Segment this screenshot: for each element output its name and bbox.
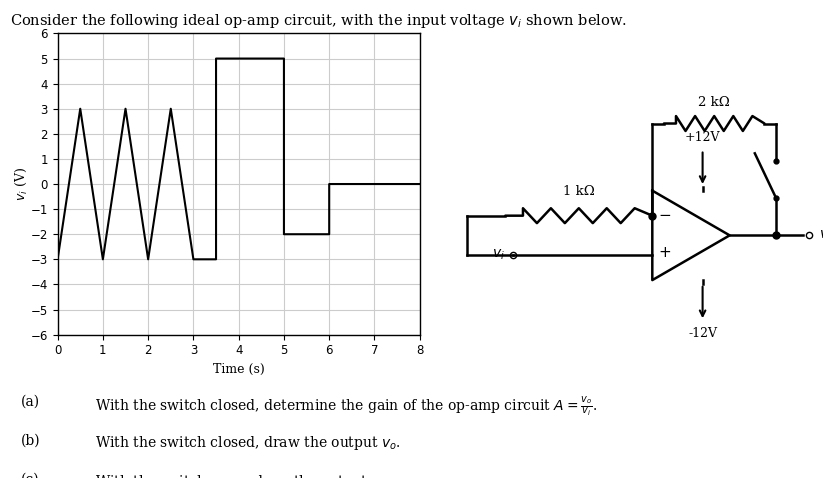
Text: With the switch open, draw the output $v_o$.: With the switch open, draw the output $v… (95, 473, 390, 478)
Text: $v_o$: $v_o$ (819, 228, 823, 242)
Text: $+$: $+$ (658, 246, 672, 260)
Text: (a): (a) (21, 394, 40, 408)
Text: $-$: $-$ (658, 207, 672, 221)
Text: Consider the following ideal op-amp circuit, with the input voltage $v_i$ shown : Consider the following ideal op-amp circ… (10, 12, 627, 30)
Text: 1 kΩ: 1 kΩ (563, 185, 595, 198)
Text: -12V: -12V (688, 327, 717, 340)
Text: With the switch closed, draw the output $v_o$.: With the switch closed, draw the output … (95, 434, 401, 452)
Text: With the switch closed, determine the gain of the op-amp circuit $A = \frac{v_o}: With the switch closed, determine the ga… (95, 394, 597, 418)
Text: (c): (c) (21, 473, 40, 478)
Text: 2 kΩ: 2 kΩ (699, 97, 730, 109)
Text: $v_i$: $v_i$ (492, 248, 505, 262)
Text: +12V: +12V (685, 131, 720, 144)
Text: (b): (b) (21, 434, 40, 447)
X-axis label: Time (s): Time (s) (213, 363, 264, 376)
Y-axis label: $v_i$ (V): $v_i$ (V) (14, 167, 29, 201)
